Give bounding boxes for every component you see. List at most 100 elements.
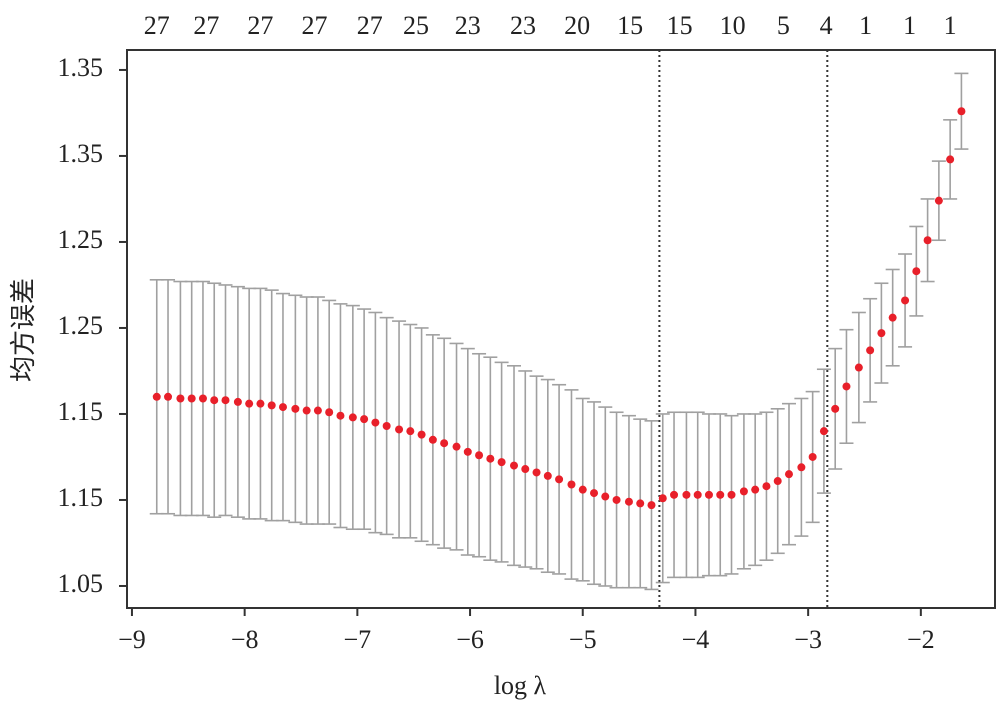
y-tick-label: 1.25 — [58, 225, 104, 254]
top-tick-label: 1 — [859, 11, 872, 40]
point — [762, 482, 771, 491]
y-tick-label: 1.15 — [58, 397, 104, 426]
point — [601, 492, 610, 501]
point — [463, 447, 472, 456]
point — [567, 480, 576, 489]
point — [452, 442, 461, 451]
point — [923, 236, 932, 245]
x-tick-label: −6 — [456, 625, 484, 654]
point — [325, 408, 334, 417]
point — [590, 489, 599, 498]
point — [716, 490, 725, 499]
point — [578, 485, 587, 494]
top-tick-label: 4 — [820, 11, 833, 40]
point — [658, 494, 667, 503]
point — [808, 452, 817, 461]
point — [428, 435, 437, 444]
top-tick-label: 23 — [455, 11, 481, 40]
point — [946, 155, 955, 164]
x-tick-label: −3 — [794, 625, 822, 654]
point — [198, 394, 207, 403]
point — [486, 454, 495, 463]
top-tick-label: 20 — [564, 11, 590, 40]
point — [647, 501, 656, 510]
top-tick-label: 27 — [193, 11, 219, 40]
point — [877, 329, 886, 338]
point — [934, 196, 943, 205]
point — [727, 490, 736, 499]
point — [532, 468, 541, 477]
point — [521, 465, 530, 474]
point — [555, 475, 564, 484]
point — [670, 490, 679, 499]
point — [912, 267, 921, 276]
top-tick-label: 15 — [617, 11, 643, 40]
y-tick-label: 1.35 — [58, 139, 104, 168]
point — [233, 397, 242, 406]
y-tick-label: 1.35 — [58, 53, 104, 82]
top-tick-label: 25 — [403, 11, 429, 40]
point — [797, 463, 806, 472]
point — [957, 107, 966, 116]
top-tick-label: 10 — [720, 11, 746, 40]
point — [371, 418, 380, 427]
point — [475, 451, 484, 460]
point — [739, 487, 748, 496]
point — [406, 427, 415, 436]
y-tick-label: 1.25 — [58, 311, 104, 340]
point — [267, 401, 276, 410]
point — [440, 439, 449, 448]
x-tick-label: −7 — [344, 625, 372, 654]
top-tick-label: 27 — [302, 11, 328, 40]
point — [256, 399, 265, 408]
point — [819, 427, 828, 436]
plot-frame — [126, 49, 996, 609]
point — [624, 497, 633, 506]
x-tick-label: −8 — [231, 625, 259, 654]
top-tick-label: 27 — [357, 11, 383, 40]
point — [901, 296, 910, 305]
top-tick-label: 1 — [944, 11, 957, 40]
point — [336, 411, 345, 420]
point — [348, 413, 357, 422]
y-axis-label: 均方误差 — [9, 278, 38, 382]
point — [176, 394, 185, 403]
point — [831, 404, 840, 413]
x-tick-label: −2 — [907, 625, 935, 654]
point — [302, 406, 311, 415]
point — [221, 396, 230, 405]
top-tick-label: 27 — [247, 11, 273, 40]
point — [612, 495, 621, 504]
point — [773, 477, 782, 486]
y-tick-label: 1.05 — [58, 569, 104, 598]
point — [164, 392, 173, 401]
point — [152, 392, 161, 401]
x-tick-label: −9 — [118, 625, 146, 654]
point — [636, 499, 645, 508]
point — [187, 394, 196, 403]
point — [417, 430, 426, 439]
top-tick-label: 27 — [144, 11, 170, 40]
x-tick-label: −5 — [569, 625, 597, 654]
point — [854, 363, 863, 372]
point — [842, 382, 851, 391]
point — [313, 406, 322, 415]
x-tick-label: −4 — [682, 625, 710, 654]
point — [360, 415, 369, 424]
top-tick-label: 1 — [903, 11, 916, 40]
point — [210, 396, 219, 405]
point — [866, 346, 875, 355]
point — [278, 403, 287, 412]
point — [510, 461, 519, 470]
point — [888, 313, 897, 322]
point — [704, 490, 713, 499]
point — [291, 404, 300, 413]
point — [751, 485, 760, 494]
top-tick-label: 15 — [667, 11, 693, 40]
point — [693, 490, 702, 499]
point — [543, 471, 552, 480]
y-tick-label: 1.15 — [58, 483, 104, 512]
point — [395, 425, 404, 434]
top-tick-label: 23 — [510, 11, 536, 40]
